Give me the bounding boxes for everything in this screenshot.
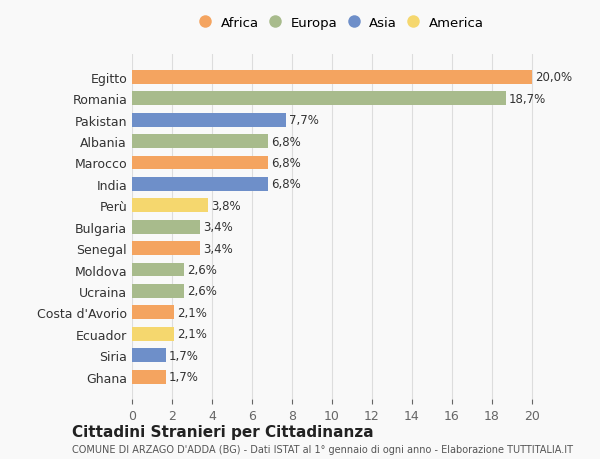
Bar (132, 199, 208, 213)
Text: 1,7%: 1,7% (169, 370, 199, 383)
Bar (132, 135, 268, 149)
Text: 2,1%: 2,1% (177, 306, 207, 319)
Text: 18,7%: 18,7% (509, 93, 546, 106)
Bar (132, 327, 174, 341)
Bar (132, 178, 268, 191)
Text: COMUNE DI ARZAGO D'ADDA (BG) - Dati ISTAT al 1° gennaio di ogni anno - Elaborazi: COMUNE DI ARZAGO D'ADDA (BG) - Dati ISTA… (72, 444, 573, 454)
Text: 6,8%: 6,8% (271, 157, 301, 170)
Text: 6,8%: 6,8% (271, 135, 301, 148)
Text: 6,8%: 6,8% (271, 178, 301, 191)
Bar (132, 306, 174, 319)
Bar (132, 156, 268, 170)
Text: 3,4%: 3,4% (203, 221, 233, 234)
Text: 2,6%: 2,6% (187, 285, 217, 298)
Bar (132, 71, 532, 84)
Text: 2,1%: 2,1% (177, 328, 207, 341)
Bar (132, 241, 200, 256)
Legend: Africa, Europa, Asia, America: Africa, Europa, Asia, America (200, 17, 484, 30)
Text: 2,6%: 2,6% (187, 263, 217, 276)
Text: 3,8%: 3,8% (211, 199, 241, 213)
Bar (132, 284, 184, 298)
Text: 1,7%: 1,7% (169, 349, 199, 362)
Text: 20,0%: 20,0% (535, 71, 572, 84)
Bar (132, 263, 184, 277)
Text: 7,7%: 7,7% (289, 114, 319, 127)
Text: Cittadini Stranieri per Cittadinanza: Cittadini Stranieri per Cittadinanza (72, 424, 374, 439)
Bar (132, 113, 286, 127)
Text: 3,4%: 3,4% (203, 242, 233, 255)
Bar (132, 92, 506, 106)
Bar (132, 220, 200, 234)
Bar (132, 348, 166, 362)
Bar (132, 370, 166, 384)
